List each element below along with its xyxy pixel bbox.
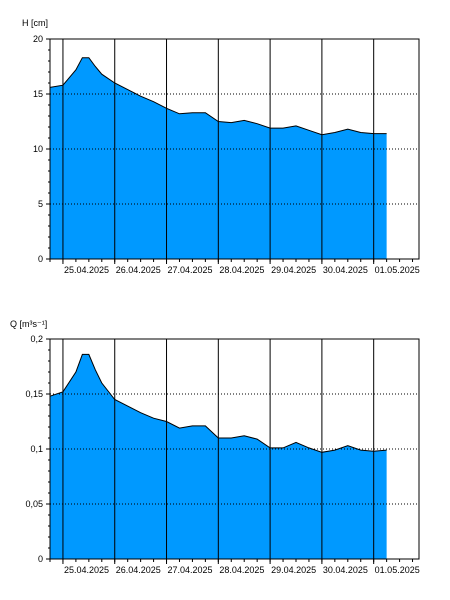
data-point — [140, 95, 142, 97]
series-line — [49, 57, 387, 136]
data-point — [386, 449, 388, 451]
data-point — [308, 130, 310, 132]
y-tick-label: 10 — [33, 144, 43, 154]
data-point — [192, 425, 194, 427]
x-tick-label: 01.05.2025 — [375, 265, 420, 275]
data-point — [101, 73, 103, 75]
data-point — [140, 412, 142, 414]
x-tick-label: 26.04.2025 — [116, 265, 161, 275]
series-line — [49, 353, 387, 453]
data-point — [127, 405, 129, 407]
data-point — [360, 449, 362, 451]
data-point — [230, 437, 232, 439]
data-point — [75, 371, 77, 373]
y-tick-label: 0,2 — [30, 334, 43, 344]
data-point — [334, 132, 336, 134]
x-tick-label: 25.04.2025 — [64, 565, 109, 575]
y-tick-label: 5 — [38, 199, 43, 209]
data-point — [82, 57, 84, 59]
x-tick-label: 26.04.2025 — [116, 565, 161, 575]
data-point — [127, 89, 129, 91]
x-tick-label: 28.04.2025 — [219, 265, 264, 275]
y-tick-label: 15 — [33, 89, 43, 99]
data-point — [82, 354, 84, 356]
y-tick-label: 0,15 — [25, 389, 43, 399]
data-point — [243, 120, 245, 122]
y-tick-label: 0 — [38, 554, 43, 564]
data-point — [205, 425, 207, 427]
data-point — [256, 438, 258, 440]
data-point — [360, 132, 362, 134]
x-tick-label: 01.05.2025 — [375, 565, 420, 575]
data-point — [243, 435, 245, 437]
y-tick-label: 0,05 — [25, 499, 43, 509]
data-point — [205, 112, 207, 114]
data-point — [295, 442, 297, 444]
y-axis-title: Q [m³s⁻¹] — [10, 319, 47, 329]
y-tick-label: 0,1 — [30, 444, 43, 454]
data-point — [179, 113, 181, 115]
y-axis-title: H [cm] — [22, 18, 48, 28]
data-point — [295, 125, 297, 127]
data-point — [282, 127, 284, 129]
data-point — [192, 112, 194, 114]
x-tick-label: 28.04.2025 — [219, 565, 264, 575]
data-point — [230, 122, 232, 124]
y-tick-label: 0 — [38, 254, 43, 264]
x-tick-label: 30.04.2025 — [323, 265, 368, 275]
data-point — [95, 66, 97, 68]
data-point — [153, 101, 155, 103]
x-tick-label: 30.04.2025 — [323, 565, 368, 575]
data-point — [282, 447, 284, 449]
chart-1: 0 5 10 15 20 25.04.2025 26.04.2025 27.04.2025 28… — [22, 18, 420, 275]
x-tick-label: 25.04.2025 — [64, 265, 109, 275]
data-point — [95, 369, 97, 371]
data-point — [101, 382, 103, 384]
x-tick-label: 29.04.2025 — [271, 565, 316, 575]
data-point — [347, 128, 349, 130]
x-tick-label: 27.04.2025 — [168, 265, 213, 275]
x-tick-label: 27.04.2025 — [168, 565, 213, 575]
data-point — [334, 449, 336, 451]
x-tick-label: 29.04.2025 — [271, 265, 316, 275]
data-point — [88, 354, 90, 356]
data-point — [386, 133, 388, 135]
data-point — [347, 445, 349, 447]
data-point — [153, 417, 155, 419]
chart-2: 0 0,05 0,1 0,15 0,2 25.04.2025 26.04.2025 27.04… — [10, 319, 420, 575]
y-tick-label: 20 — [33, 34, 43, 44]
data-point — [88, 57, 90, 59]
data-point — [256, 123, 258, 125]
data-point — [75, 69, 77, 71]
data-point — [179, 427, 181, 429]
data-point — [308, 447, 310, 449]
